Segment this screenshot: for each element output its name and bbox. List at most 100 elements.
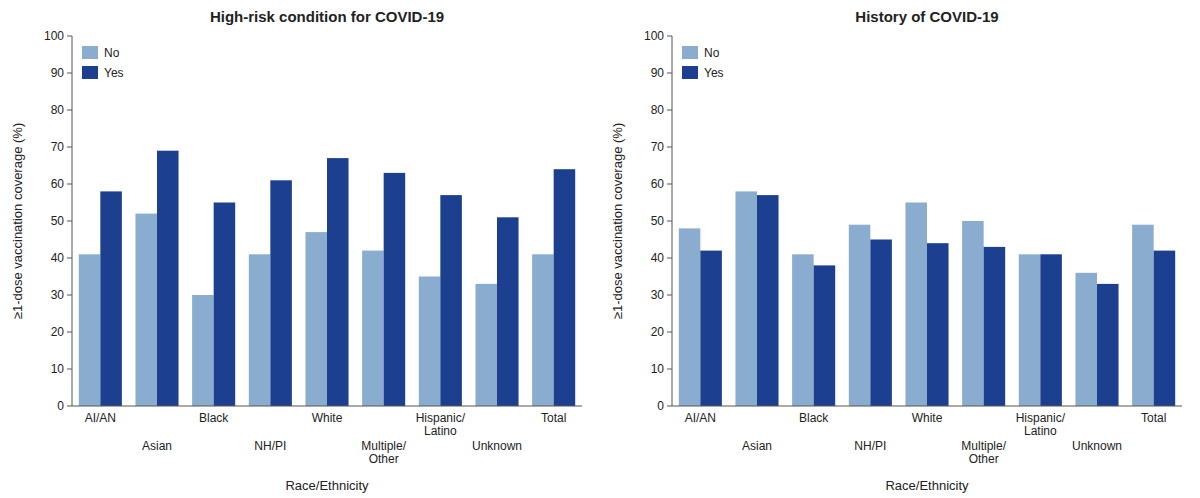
bar — [927, 243, 949, 406]
bar — [440, 195, 462, 406]
category-label: Asian — [142, 439, 172, 453]
bar — [1040, 254, 1062, 406]
text-line: Hispanic/ — [416, 411, 466, 425]
tick-mark — [67, 258, 72, 259]
tick-mark — [67, 184, 72, 185]
tick-mark — [67, 36, 72, 37]
title: History of COVID-19 — [855, 8, 998, 25]
text-line: Total — [1141, 411, 1166, 425]
bar — [1075, 273, 1097, 406]
tick-mark — [667, 36, 672, 37]
tick-label: 60 — [51, 177, 65, 191]
legend: No Yes — [682, 46, 724, 80]
bar — [305, 232, 327, 406]
axis-label: ≥1-dose vaccination coverage (%) — [10, 123, 25, 319]
tick-mark — [667, 147, 672, 148]
tick-label: 30 — [651, 288, 665, 302]
panel: History of COVID-19010203040506070809010… — [610, 8, 1182, 493]
category-label: White — [312, 411, 343, 425]
text-line: Unknown — [1072, 439, 1122, 453]
category-label: White — [912, 411, 943, 425]
text-line: Other — [369, 452, 399, 466]
axis-label: ≥1-dose vaccination coverage (%) — [610, 123, 625, 319]
x-axis-line — [72, 406, 582, 407]
tick-mark — [667, 221, 672, 222]
legend-swatch — [682, 46, 698, 59]
tick-mark — [667, 332, 672, 333]
y-axis-line — [672, 36, 673, 406]
tick-label: 100 — [644, 29, 664, 43]
category-label: Unknown — [472, 439, 522, 453]
tick-label: 20 — [51, 325, 65, 339]
legend: NoYes — [82, 46, 124, 80]
chart-canvas: High-risk condition for COVID-19 0 10 20 30 4… — [0, 0, 1200, 498]
tick-mark — [667, 258, 672, 259]
bar — [362, 251, 384, 406]
text-line: Asian — [142, 439, 172, 453]
bar — [757, 195, 779, 406]
tick-label: 50 — [651, 214, 665, 228]
tick-mark — [67, 295, 72, 296]
tick-mark — [667, 295, 672, 296]
text-line: NH/PI — [254, 439, 286, 453]
x-axis-line — [672, 406, 1182, 407]
bar — [532, 254, 554, 406]
text-line: AI/AN — [85, 411, 116, 425]
tick-label: 0 — [657, 399, 664, 413]
bar — [192, 295, 214, 406]
legend-swatch — [82, 46, 98, 59]
tick-mark — [67, 147, 72, 148]
axis-label: Race/Ethnicity — [885, 478, 969, 493]
text-line: Latino — [1024, 424, 1057, 438]
category-label: Unknown — [1072, 439, 1122, 453]
bar — [157, 151, 179, 406]
tick-mark — [67, 369, 72, 370]
bar — [419, 277, 441, 407]
text-line: Latino — [424, 424, 457, 438]
panel: High-risk condition for COVID-1901020304… — [10, 8, 582, 493]
bar — [1097, 284, 1119, 406]
bar — [792, 254, 814, 406]
tick-label: 40 — [51, 251, 65, 265]
bar — [135, 214, 157, 406]
text-line: Other — [969, 452, 999, 466]
bars — [679, 191, 1175, 406]
bar — [249, 254, 271, 406]
category-label: Black — [199, 411, 229, 425]
category-label: Asian — [742, 439, 772, 453]
legend-label: Yes — [704, 66, 724, 80]
text-line: Multiple/ — [961, 439, 1006, 453]
bar — [814, 265, 836, 406]
bar — [849, 225, 871, 406]
bar — [270, 180, 292, 406]
tick-mark — [667, 184, 672, 185]
tick-label: 80 — [651, 103, 665, 117]
category-label: AI/AN — [685, 411, 716, 425]
bars — [79, 151, 575, 406]
text-line: Black — [799, 411, 829, 425]
tick-mark — [67, 110, 72, 111]
tick-label: 10 — [51, 362, 65, 376]
tick-mark — [67, 221, 72, 222]
legend-swatch — [82, 66, 98, 79]
legend-label: No — [704, 46, 720, 60]
axis-label: Race/Ethnicity — [285, 478, 369, 493]
title: High-risk condition for COVID-19 — [210, 8, 444, 25]
text-line: Unknown — [472, 439, 522, 453]
bar — [984, 247, 1006, 406]
tick-label: 10 — [651, 362, 665, 376]
bar — [870, 240, 892, 407]
tick-label: 70 — [651, 140, 665, 154]
text-line: Black — [199, 411, 229, 425]
category-label: AI/AN — [85, 411, 116, 425]
legend-swatch — [682, 66, 698, 79]
category-label: Total — [1141, 411, 1166, 425]
tick-label: 30 — [51, 288, 65, 302]
tick-mark — [67, 406, 72, 407]
legend-label: Yes — [104, 66, 124, 80]
text-line: Total — [541, 411, 566, 425]
category-label: Total — [541, 411, 566, 425]
bar — [1154, 251, 1176, 406]
tick-label: 40 — [651, 251, 665, 265]
text-line: Asian — [742, 439, 772, 453]
